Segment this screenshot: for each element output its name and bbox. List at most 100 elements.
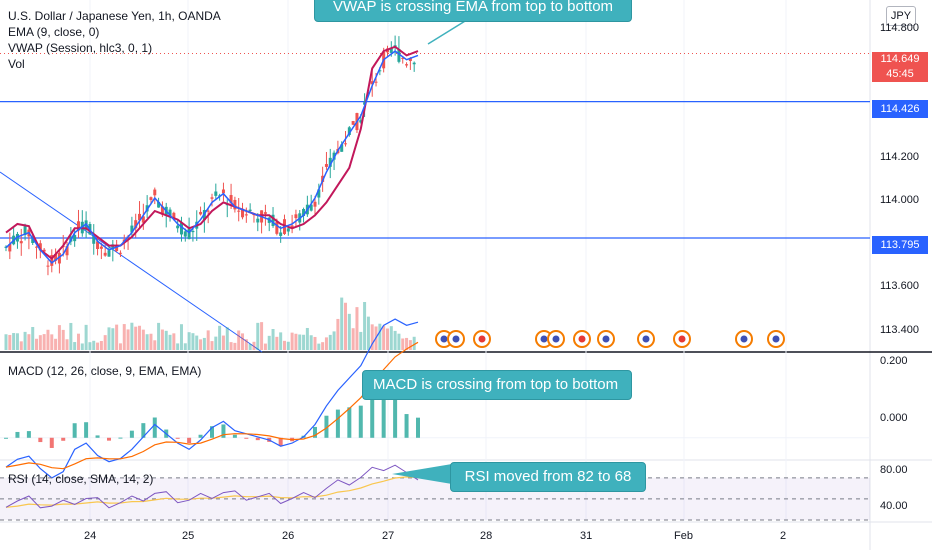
volume-bar (363, 302, 367, 350)
volume-bar (229, 342, 233, 350)
macd-histogram-bar (152, 417, 157, 438)
candle-body (351, 121, 355, 125)
volume-bar (210, 341, 214, 350)
volume-bar (214, 336, 218, 350)
volume-bar (332, 331, 336, 350)
price-tick: 114.200 (880, 151, 919, 163)
legend-ema: EMA (9, close, 0) (8, 25, 100, 39)
volume-bar (263, 343, 267, 350)
volume-bar (179, 324, 183, 350)
candle-body (290, 225, 294, 228)
callout-rsi: RSI moved from 82 to 68 (450, 462, 646, 492)
event-icon-dot (540, 335, 548, 343)
candle-body (206, 210, 210, 212)
macd-histogram-bar (381, 393, 386, 438)
volume-bar (168, 334, 172, 350)
volume-bar (408, 340, 412, 350)
macd-tick: 0.200 (880, 355, 908, 367)
macd-histogram-bar (313, 426, 317, 438)
legend-title: U.S. Dollar / Japanese Yen, 1h, OANDA (8, 9, 221, 23)
candle-body (309, 204, 313, 211)
macd-histogram-bar (358, 405, 363, 438)
candle-body (141, 216, 145, 223)
price-tick: 114.800 (880, 22, 919, 34)
time-tick: 28 (480, 530, 493, 542)
candle-body (19, 241, 23, 244)
volume-bar (195, 335, 199, 350)
candle-body (412, 62, 416, 65)
volume-bar (313, 336, 317, 350)
candle-body (54, 254, 58, 261)
volume-bar (27, 334, 31, 350)
macd-histogram-bar (26, 431, 31, 438)
macd-histogram-bar (232, 434, 237, 438)
volume-bar (92, 340, 96, 350)
volume-bar (15, 333, 19, 350)
volume-bar (107, 327, 111, 350)
volume-bar (115, 324, 119, 350)
rsi-tick: 80.00 (880, 464, 908, 476)
candle-body (130, 225, 134, 233)
volume-bar (355, 307, 359, 350)
macd-histogram-bar (141, 423, 146, 438)
volume-bar (145, 334, 149, 350)
candle-body (263, 212, 267, 214)
volume-bar (118, 343, 122, 350)
volume-bar (290, 332, 294, 350)
candle-body (237, 210, 241, 212)
macd-histogram-bar (393, 399, 398, 438)
volume-bar (157, 322, 161, 350)
macd-histogram-bar (198, 434, 203, 438)
volume-bar (267, 335, 271, 350)
candle-body (183, 231, 187, 237)
volume-bar (305, 327, 309, 350)
volume-bar (176, 343, 180, 350)
volume-bar (160, 329, 164, 350)
candle-body (96, 241, 100, 250)
volume-bar (366, 316, 370, 350)
macd-histogram-bar (255, 437, 260, 441)
callout-vwap-ema: VWAP is crossing EMA from top to bottom (314, 0, 632, 22)
volume-bar (172, 333, 176, 350)
macd-histogram-bar (221, 424, 226, 438)
volume-bar (50, 334, 54, 350)
candle-body (76, 221, 80, 231)
volume-bar (202, 337, 206, 350)
time-tick: 31 (580, 530, 593, 542)
volume-bar (96, 342, 100, 350)
volume-bar (35, 338, 39, 350)
level-tag-lower[interactable]: 113.795 (872, 236, 928, 254)
volume-bar (382, 325, 386, 350)
volume-bar (405, 337, 409, 350)
volume-bar (8, 334, 12, 350)
time-tick: 27 (382, 530, 395, 542)
candle-body (244, 214, 248, 216)
candle-body (294, 214, 298, 219)
volume-bar (321, 342, 325, 350)
volume-bar (275, 336, 279, 350)
macd-histogram-bar (324, 415, 329, 438)
level-tag-upper[interactable]: 114.426 (872, 100, 928, 118)
candle-body (214, 191, 218, 196)
volume-bar (73, 342, 77, 350)
chart-legend: U.S. Dollar / Japanese Yen, 1h, OANDA EM… (8, 8, 221, 72)
candle-body (172, 212, 176, 219)
volume-bar (206, 330, 210, 350)
macd-histogram-bar (61, 437, 66, 441)
volume-bar (221, 335, 225, 350)
volume-bar (260, 322, 264, 350)
candle-body (23, 226, 27, 236)
macd-histogram-bar (129, 430, 134, 438)
time-tick: Feb (674, 530, 693, 542)
volume-bar (252, 341, 256, 350)
currency-badge[interactable]: JPY (886, 6, 916, 26)
volume-bar (344, 302, 348, 350)
volume-bar (248, 343, 252, 350)
candle-body (389, 48, 393, 53)
candle-body (324, 164, 328, 167)
volume-bar (324, 337, 328, 350)
candle-body (134, 220, 138, 229)
event-icon-dot (642, 335, 650, 343)
candle-body (397, 48, 401, 62)
